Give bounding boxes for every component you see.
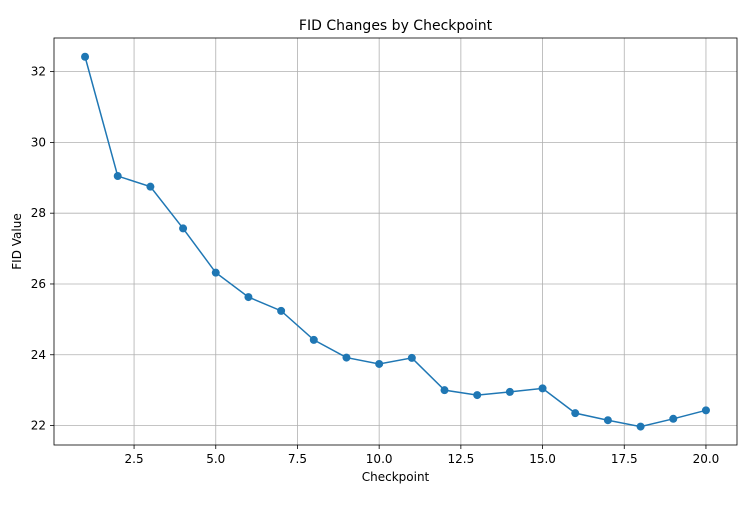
- data-point: [505, 387, 514, 396]
- data-point: [669, 414, 678, 423]
- x-axis-title: Checkpoint: [362, 470, 430, 484]
- x-tick-label: 5.0: [206, 452, 225, 466]
- data-point: [244, 293, 253, 302]
- data-point: [342, 353, 351, 362]
- data-point: [146, 182, 155, 191]
- data-point: [277, 306, 286, 315]
- series-line: [84, 56, 707, 428]
- y-tick-label: 22: [31, 419, 46, 433]
- chart-title: FID Changes by Checkpoint: [299, 18, 493, 34]
- y-tick-label: 24: [31, 348, 46, 362]
- data-point: [538, 384, 547, 393]
- x-tick-label: 12.5: [447, 452, 474, 466]
- plot-frame: [53, 37, 738, 446]
- data-point: [407, 353, 416, 362]
- y-axis-title: FID Value: [10, 213, 24, 269]
- data-point: [375, 359, 384, 368]
- data-point: [211, 268, 220, 277]
- x-tick-label: 7.5: [288, 452, 307, 466]
- data-point: [603, 416, 612, 425]
- y-tick-label: 28: [31, 206, 46, 220]
- axis-ticks: 2.5 5.0 7.5 10.0 12.5 15.0 17.5 20.0 22 24 26 28 30 3…: [31, 65, 720, 466]
- data-point: [701, 406, 710, 415]
- data-series: [81, 52, 710, 431]
- data-point: [636, 422, 645, 431]
- data-point: [81, 52, 90, 61]
- x-tick-label: 2.5: [125, 452, 144, 466]
- x-tick-label: 20.0: [693, 452, 720, 466]
- data-point: [571, 409, 580, 418]
- y-tick-label: 26: [31, 277, 46, 291]
- data-point: [113, 172, 122, 181]
- x-tick-label: 15.0: [529, 452, 556, 466]
- y-tick-label: 30: [31, 135, 46, 149]
- grid: [54, 38, 737, 445]
- data-point: [179, 224, 188, 233]
- data-point: [473, 391, 482, 400]
- data-point: [309, 335, 318, 344]
- x-tick-label: 17.5: [611, 452, 638, 466]
- x-tick-label: 10.0: [366, 452, 393, 466]
- y-tick-label: 32: [31, 65, 46, 79]
- data-point: [440, 386, 449, 395]
